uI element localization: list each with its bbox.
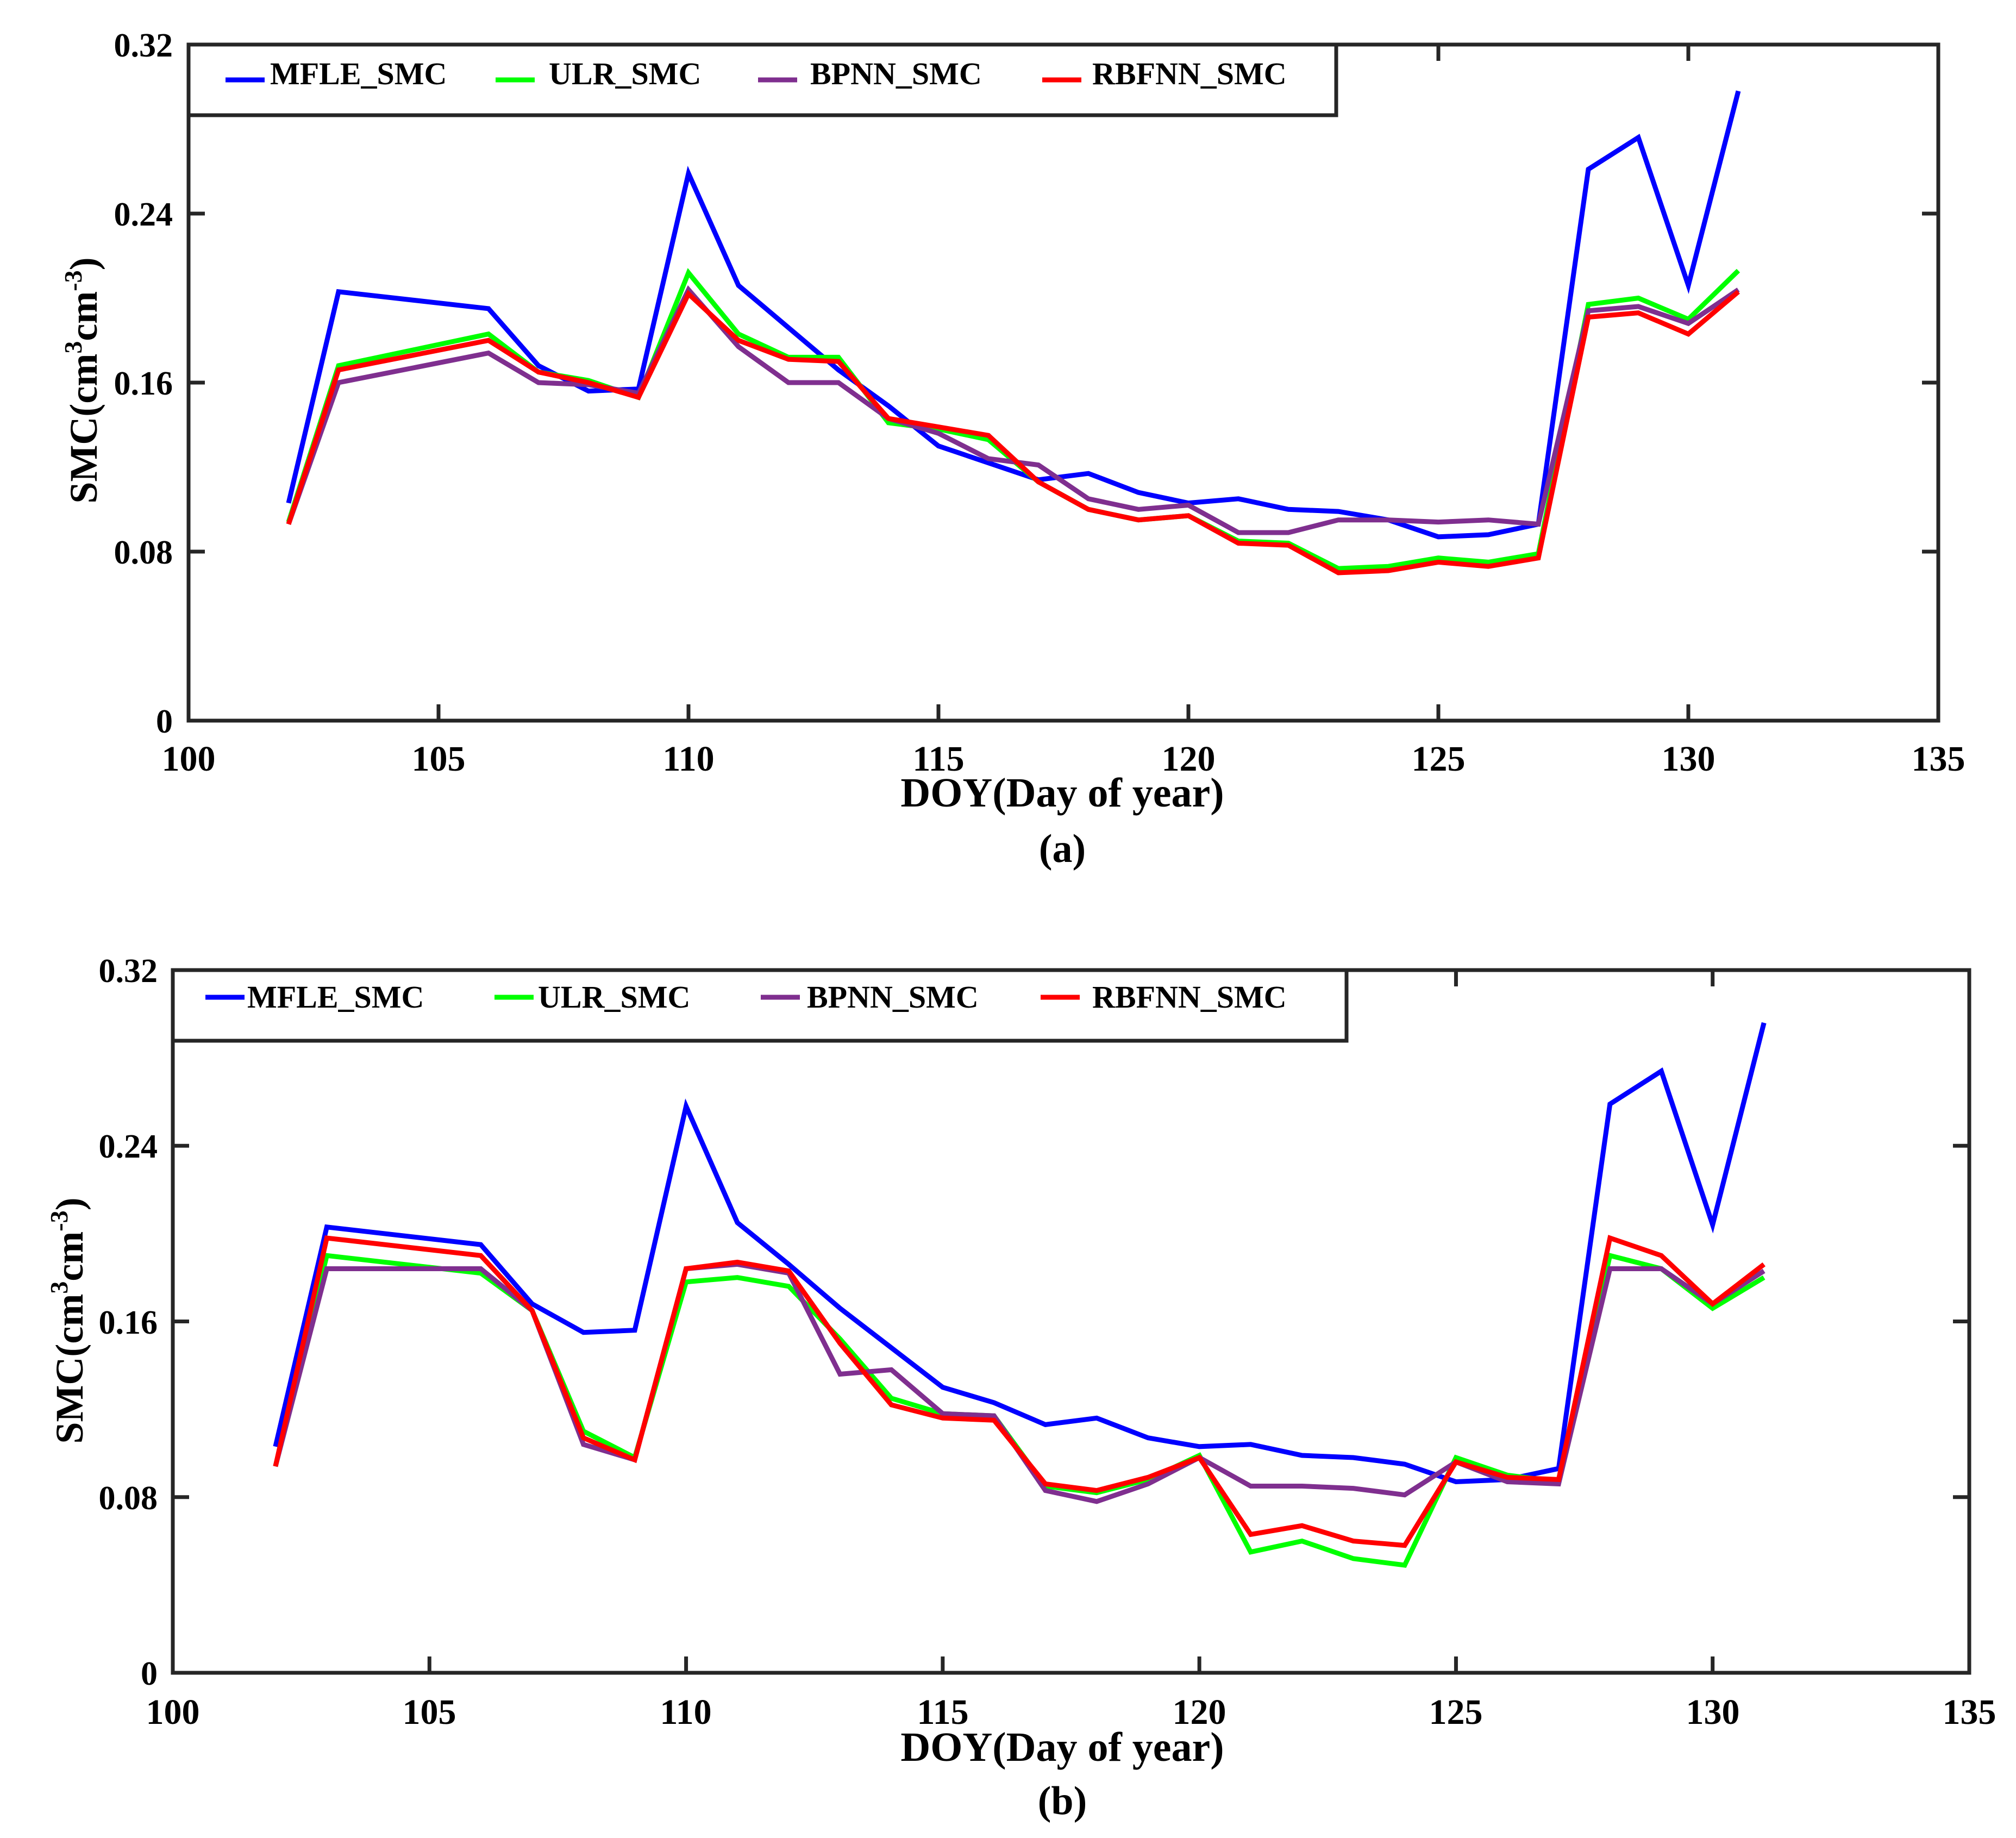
chart-a-marks [286,90,1741,576]
chart-a-ytick-label: 0.08 [114,534,173,571]
chart-a-xtick-label: 120 [1162,739,1216,779]
chart-a-xtick-label: 115 [912,739,964,779]
chart-b-legend-box [171,968,1349,1043]
chart-b-legend-label-mfle: MFLE_SMC [247,979,424,1015]
chart-a-xtick-label: 100 [162,739,216,779]
chart-b-xtick-label: 115 [917,1692,968,1732]
chart-b-xtick-label: 125 [1429,1692,1483,1732]
chart-a-ytick-label: 0.16 [114,365,173,402]
chart-a-legend-label-bpnn: BPNN_SMC [810,56,982,91]
chart-b-xtick-label: 130 [1686,1692,1740,1732]
chart-b-ytick-label: 0.32 [99,953,158,990]
chart-a-caption: (a) [1039,827,1086,871]
chart-b-legend-label-bpnn: BPNN_SMC [807,979,979,1015]
chart-a-legend-label-ulr: ULR_SMC [549,56,701,91]
chart-a-y-axis-title: SMC(cm3cm-3) [59,257,105,503]
chart-b-ytick-label: 0.08 [99,1480,158,1517]
chart-a: 100 105 110 115 120 125 130 135 0 0.08 0… [59,27,1965,871]
chart-b-legend: MFLE_SMC ULR_SMC BPNN_SMC RBFNN_SMC [171,968,1349,1043]
chart-b-ytick-labels: 0 0.08 0.16 0.24 0.32 [99,953,158,1692]
chart-b-y-axis-title: SMC(cm3cm-3) [45,1197,91,1443]
chart-b-legend-label-ulr: ULR_SMC [538,979,690,1015]
chart-a-ytick-label: 0 [156,703,173,740]
chart-a-legend: MFLE_SMC ULR_SMC BPNN_SMC RBFNN_SMC [186,42,1338,117]
chart-a-xtick-labels: 100 105 110 115 120 125 130 135 [162,739,1965,779]
chart-b-x-axis-title: DOY(Day of year) [900,1724,1224,1770]
chart-b-xtick-label: 100 [146,1692,200,1732]
chart-b-ytick-label: 0.16 [99,1304,158,1341]
chart-b-ytick-label: 0 [141,1655,158,1692]
chart-b-series-rbfnn [273,1235,1765,1548]
chart-b-xtick-label: 110 [660,1692,711,1732]
chart-a-xtick-label: 125 [1412,739,1466,779]
chart-a-ytick-label: 0.32 [114,27,173,64]
chart-b-xtick-label: 120 [1173,1692,1226,1732]
chart-a-xtick-label: 130 [1662,739,1716,779]
chart-a-xtick-label: 135 [1912,739,1965,779]
chart-a-xtick-label: 110 [662,739,714,779]
chart-b-xtick-labels: 100 105 110 115 120 125 130 135 [146,1692,1996,1732]
chart-b-series-bpnn [273,1261,1765,1504]
chart-a-ytick-label: 0.24 [114,196,173,233]
chart-b-series-mfle [273,1022,1767,1485]
chart-b-marks [273,1022,1767,1568]
chart-a-ytick-labels: 0 0.08 0.16 0.24 0.32 [114,27,173,740]
chart-a-x-axis-title: DOY(Day of year) [900,770,1224,816]
chart-b-xtick-label: 135 [1943,1692,1996,1732]
chart-b: 100 105 110 115 120 125 130 135 0 0.08 0… [45,953,1996,1823]
chart-b-caption: (b) [1038,1779,1087,1823]
chart-a-series-rbfnn [286,290,1740,576]
chart-b-legend-label-rbfnn: RBFNN_SMC [1092,979,1287,1015]
chart-b-xtick-label: 105 [403,1692,456,1732]
chart-a-xtick-label: 105 [412,739,466,779]
chart-a-legend-label-rbfnn: RBFNN_SMC [1092,56,1287,91]
chart-b-ytick-label: 0.24 [99,1128,158,1165]
chart-a-legend-label-mfle: MFLE_SMC [270,56,447,91]
